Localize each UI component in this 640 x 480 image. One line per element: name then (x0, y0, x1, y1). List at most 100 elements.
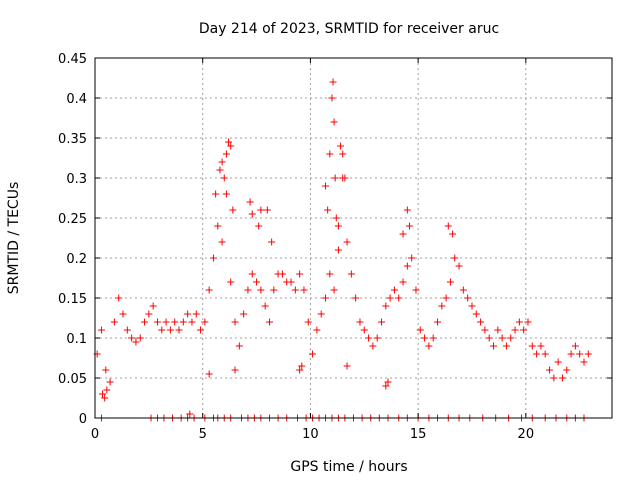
data-point (395, 294, 403, 302)
data-point (222, 190, 230, 198)
data-point (128, 334, 136, 342)
data-point (188, 318, 196, 326)
data-point (352, 294, 360, 302)
data-point (331, 174, 339, 182)
data-point (356, 318, 364, 326)
data-point (584, 350, 592, 358)
data-point (520, 326, 528, 334)
data-point (246, 198, 254, 206)
data-point (119, 310, 127, 318)
data-point (321, 182, 329, 190)
x-tick-label: 0 (91, 427, 99, 442)
data-point (524, 318, 532, 326)
data-point (369, 342, 377, 350)
data-point (103, 386, 111, 394)
data-point (231, 366, 239, 374)
data-point (515, 318, 523, 326)
data-point (337, 142, 345, 150)
x-tick-label: 20 (518, 427, 535, 442)
data-point (481, 326, 489, 334)
data-point (309, 350, 317, 358)
y-tick-label: 0.2 (66, 252, 87, 267)
data-point (192, 310, 200, 318)
data-point (408, 254, 416, 262)
data-point (328, 94, 336, 102)
data-point (541, 350, 549, 358)
data-point (296, 366, 304, 374)
data-point (528, 342, 536, 350)
data-point (225, 138, 233, 146)
data-point (321, 294, 329, 302)
data-point (216, 166, 224, 174)
data-point (313, 326, 321, 334)
data-point (403, 206, 411, 214)
data-point (218, 158, 226, 166)
chart-title: Day 214 of 2023, SRMTID for receiver aru… (199, 21, 499, 37)
data-point (576, 350, 584, 358)
data-point (212, 190, 220, 198)
data-point (502, 342, 510, 350)
data-point (205, 370, 213, 378)
data-point (261, 302, 269, 310)
data-point (102, 366, 110, 374)
data-point (218, 238, 226, 246)
data-point (265, 318, 273, 326)
data-point (201, 318, 209, 326)
data-point (330, 118, 338, 126)
data-point (444, 222, 452, 230)
data-point (446, 278, 454, 286)
data-point (255, 222, 263, 230)
x-tick-label: 10 (302, 427, 319, 442)
data-point (403, 262, 411, 270)
data-point (330, 286, 338, 294)
data-point (341, 174, 349, 182)
data-point (235, 342, 243, 350)
data-point (324, 206, 332, 214)
y-tick-label: 0.15 (58, 292, 87, 307)
data-point (257, 286, 265, 294)
data-point (546, 366, 554, 374)
data-point (434, 318, 442, 326)
data-point (459, 286, 467, 294)
x-tick-label: 15 (410, 427, 427, 442)
data-point (563, 366, 571, 374)
data-point (298, 362, 306, 370)
data-point (197, 326, 205, 334)
data-point (268, 238, 276, 246)
data-point (296, 270, 304, 278)
data-point (416, 326, 424, 334)
data-point (123, 326, 131, 334)
data-point (186, 410, 194, 418)
plot-frame (94, 57, 613, 419)
data-point (507, 334, 515, 342)
data-point (365, 334, 373, 342)
y-tick-label: 0.1 (66, 332, 87, 347)
y-tick-label: 0.45 (58, 52, 87, 67)
x-tick-label: 5 (199, 427, 207, 442)
data-point (115, 294, 123, 302)
data-point (373, 334, 381, 342)
series-0 (93, 174, 592, 386)
data-point (378, 318, 386, 326)
data-point (220, 174, 228, 182)
data-points (93, 78, 592, 422)
data-point (166, 326, 174, 334)
data-point (270, 286, 278, 294)
data-point (533, 350, 541, 358)
data-point (253, 278, 261, 286)
y-tick-label: 0.25 (58, 212, 87, 227)
data-point (149, 302, 157, 310)
data-point (390, 286, 398, 294)
data-point (360, 326, 368, 334)
data-point (468, 302, 476, 310)
data-point (554, 358, 562, 366)
data-point (399, 230, 407, 238)
data-point (291, 286, 299, 294)
data-point (287, 278, 295, 286)
data-point (227, 278, 235, 286)
data-point (485, 334, 493, 342)
data-point (175, 326, 183, 334)
data-point (412, 286, 420, 294)
data-point (110, 318, 118, 326)
